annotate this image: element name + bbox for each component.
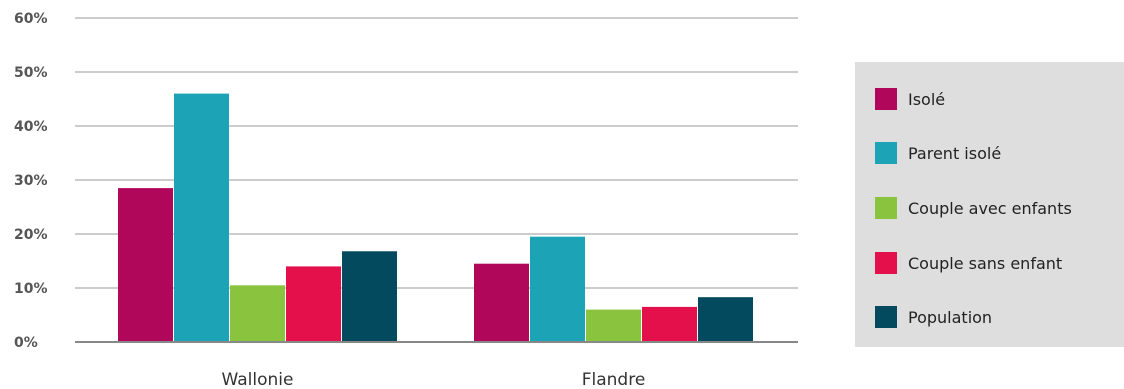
- x-axis-categories: Wallonie Flandre: [222, 370, 646, 389]
- legend-swatch-population: [875, 306, 897, 328]
- bar: [230, 285, 285, 342]
- legend-swatch-couple-sans-enfant: [875, 252, 897, 274]
- y-tick-label: 0%: [14, 335, 38, 351]
- legend-label-parent-isole: Parent isolé: [908, 143, 1002, 163]
- legend-item-isole: Isolé: [875, 87, 945, 111]
- y-tick-label: 50%: [14, 65, 48, 81]
- legend-item-population: Population: [875, 305, 992, 329]
- legend-swatch-isole: [875, 88, 897, 110]
- legend: Isolé Parent isolé Couple avec enfants C…: [855, 62, 1124, 347]
- y-tick-label: 10%: [14, 281, 48, 297]
- y-tick-label: 60%: [14, 11, 48, 27]
- legend-label-couple-sans-enfant: Couple sans enfant: [908, 253, 1063, 273]
- legend-item-parent-isole: Parent isolé: [875, 141, 1001, 165]
- y-tick-label: 30%: [14, 173, 48, 189]
- y-axis-ticks: 0% 10% 20% 30% 40% 50% 60%: [14, 11, 48, 351]
- legend-item-couple-avec-enfants: Couple avec enfants: [875, 196, 1072, 220]
- bar: [174, 93, 229, 342]
- legend-swatch-couple-avec-enfants: [875, 197, 897, 219]
- bar: [530, 236, 585, 342]
- y-tick-label: 40%: [14, 119, 48, 135]
- bar: [342, 251, 397, 342]
- x-category-label: Flandre: [582, 370, 646, 389]
- y-tick-label: 20%: [14, 227, 48, 243]
- bar: [118, 188, 173, 342]
- x-category-label: Wallonie: [222, 370, 294, 389]
- legend-label-couple-avec-enfants: Couple avec enfants: [908, 198, 1072, 218]
- bar: [286, 266, 341, 342]
- bar: [474, 263, 529, 342]
- bar: [642, 306, 697, 342]
- bar: [586, 309, 641, 342]
- bars: [118, 93, 753, 342]
- legend-label-isole: Isolé: [908, 89, 946, 109]
- legend-item-couple-sans-enfant: Couple sans enfant: [875, 251, 1062, 275]
- bar: [698, 297, 753, 342]
- legend-swatch-parent-isole: [875, 142, 897, 164]
- legend-label-population: Population: [908, 307, 993, 327]
